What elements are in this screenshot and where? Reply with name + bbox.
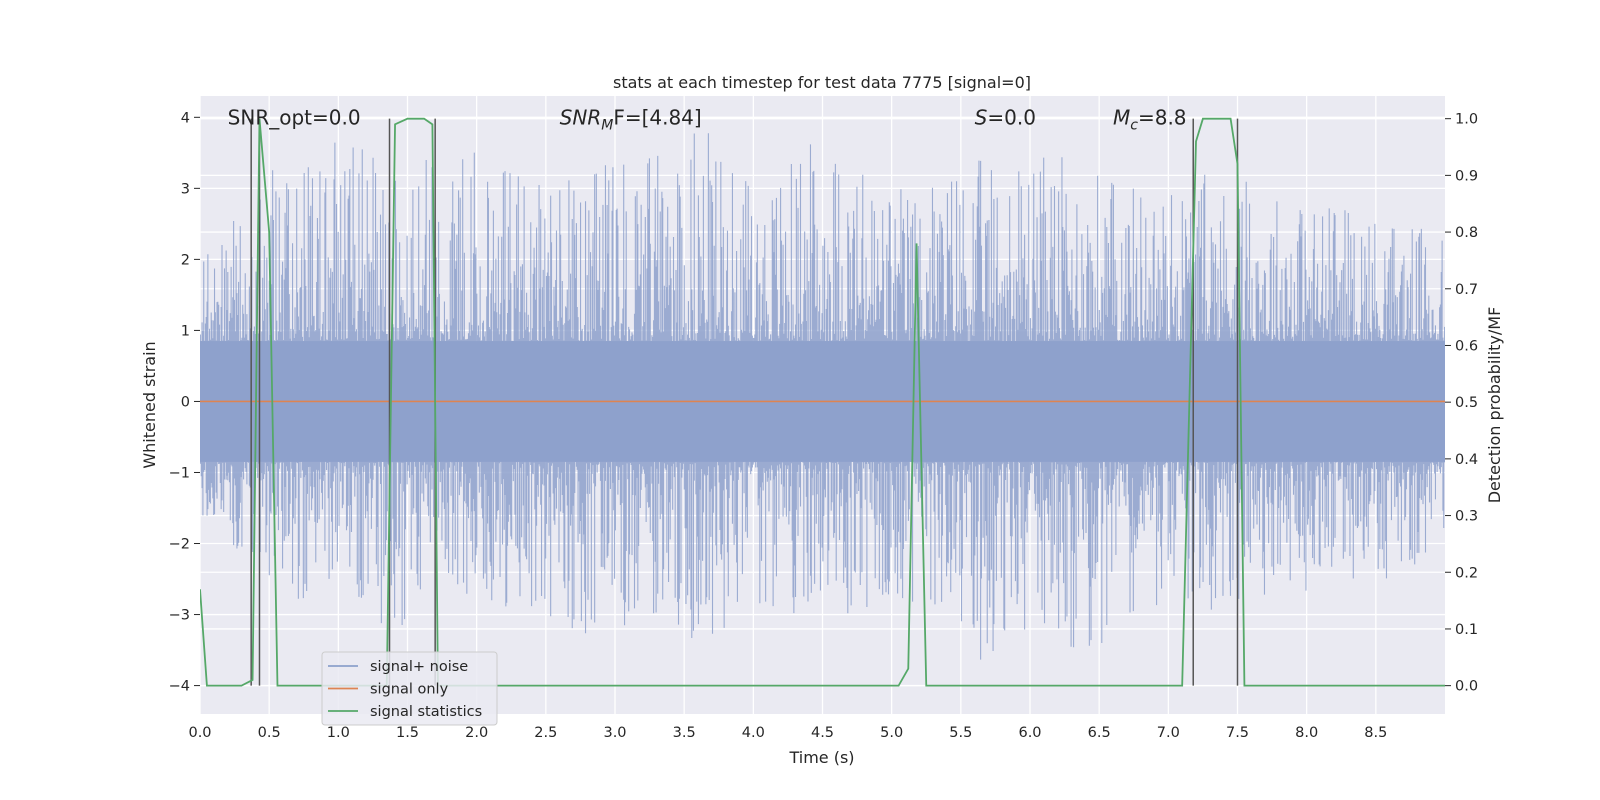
x-tick-label: 6.0	[1018, 725, 1041, 741]
x-tick-label: 4.0	[742, 725, 765, 741]
x-tick-label: 5.5	[949, 725, 972, 741]
x-tick-label: 0.0	[188, 725, 211, 741]
y-left-tick-label: −1	[169, 465, 190, 481]
y-left-tick-label: −4	[169, 679, 190, 695]
x-tick-label: 3.0	[603, 725, 626, 741]
y-axis-left-label: Whitened strain	[140, 341, 159, 468]
y-right-tick-label: 0.9	[1455, 168, 1478, 184]
y-left-tick-label: 2	[181, 252, 190, 268]
y-right-tick-label: 0.0	[1455, 679, 1478, 695]
x-tick-label: 8.5	[1364, 725, 1387, 741]
y-right-tick-label: 0.4	[1455, 452, 1478, 468]
legend: signal+ noise signal only signal statistic…	[321, 651, 498, 726]
legend-label: signal only	[370, 682, 449, 698]
y-left-tick-label: 1	[181, 323, 190, 339]
y-left-tick-label: 0	[181, 394, 190, 410]
data-layer	[200, 117, 1445, 687]
y-right-tick-label: 0.6	[1455, 338, 1478, 354]
x-tick-label: 1.5	[396, 725, 419, 741]
x-tick-label: 2.0	[465, 725, 488, 741]
y-right-tick-label: 0.5	[1455, 395, 1478, 411]
annotation-text: SNR_opt=0.0	[228, 105, 361, 129]
x-tick-label: 0.5	[258, 725, 281, 741]
x-tick-label: 4.5	[811, 725, 834, 741]
x-tick-label: 2.5	[534, 725, 557, 741]
y-left-tick-label: −2	[169, 537, 190, 553]
annotation-text: S=0.0	[975, 105, 1036, 129]
y-right-tick-label: 0.7	[1455, 282, 1478, 298]
legend-label: signal statistics	[370, 704, 482, 720]
x-tick-label: 1.0	[327, 725, 350, 741]
chart-title: stats at each timestep for test data 777…	[613, 73, 1031, 92]
annotations: SNR_opt=0.0 SNRMF=[4.84] S=0.0 Mc=8.8	[228, 105, 1187, 133]
y-left-tick-label: 4	[181, 110, 190, 126]
x-tick-label: 7.0	[1157, 725, 1180, 741]
x-tick-label: 6.5	[1088, 725, 1111, 741]
y-right-tick-label: 0.3	[1455, 509, 1478, 525]
y-right-tick-label: 1.0	[1455, 112, 1478, 128]
annotation-text: SNRMF=[4.84]	[560, 105, 702, 133]
y-right-tick-label: 0.2	[1455, 565, 1478, 581]
legend-box	[321, 651, 498, 726]
x-tick-label: 8.0	[1295, 725, 1318, 741]
y-right-tick-label: 0.8	[1455, 225, 1478, 241]
y-left-tick-label: −3	[169, 608, 190, 624]
y-right-tick-label: 0.1	[1455, 622, 1478, 638]
x-tick-label: 7.5	[1226, 725, 1249, 741]
x-axis-label: Time (s)	[788, 748, 854, 767]
legend-label: signal+ noise	[370, 659, 468, 675]
axes: 0.0 0.5 1.0 1.5 2.0 2.5 3.0 3.5 4.0 4.5 5.0 5.5 6.0 6…	[169, 110, 1478, 741]
x-tick-label: 5.0	[880, 725, 903, 741]
y-axis-right-label: Detection probability/MF	[1485, 307, 1504, 504]
signal-statistics-line	[200, 117, 1445, 687]
annotation-text: Mc=8.8	[1113, 105, 1187, 133]
y-left-tick-label: 3	[181, 181, 190, 197]
x-tick-label: 3.5	[673, 725, 696, 741]
